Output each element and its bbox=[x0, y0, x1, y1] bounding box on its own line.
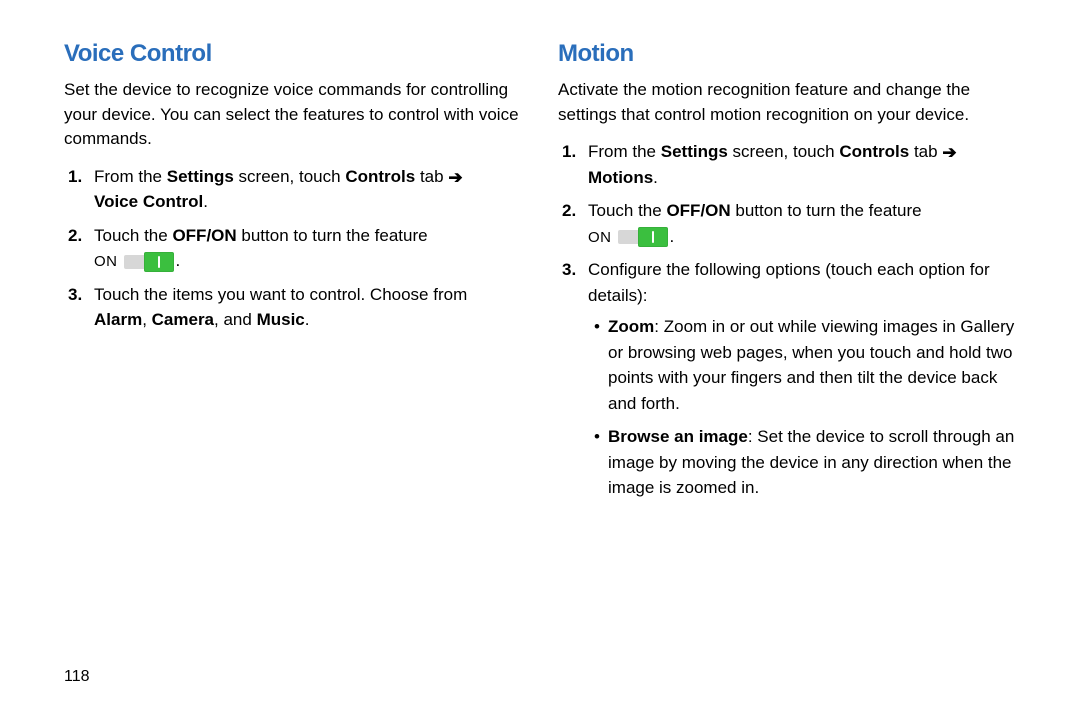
text: , and bbox=[214, 310, 257, 329]
voice-control-target-label: Voice Control bbox=[94, 192, 203, 211]
two-column-layout: Voice Control Set the device to recogniz… bbox=[64, 40, 1016, 509]
toggle-on-icon bbox=[124, 252, 174, 272]
camera-label: Camera bbox=[152, 310, 214, 329]
arrow-icon: ➔ bbox=[448, 165, 462, 191]
text: . bbox=[653, 168, 658, 187]
voice-control-steps: From the Settings screen, touch Controls… bbox=[64, 164, 522, 333]
text: . bbox=[176, 251, 181, 270]
on-text: ON bbox=[588, 229, 612, 246]
voice-control-intro: Set the device to recognize voice comman… bbox=[64, 78, 522, 152]
motion-intro: Activate the motion recognition feature … bbox=[558, 78, 1016, 127]
motion-heading: Motion bbox=[558, 40, 1016, 68]
text: button to turn the feature bbox=[237, 226, 428, 245]
motions-target-label: Motions bbox=[588, 168, 653, 187]
text: screen, touch bbox=[728, 142, 840, 161]
page-number: 118 bbox=[64, 668, 90, 686]
browse-image-label: Browse an image bbox=[608, 427, 748, 446]
alarm-label: Alarm bbox=[94, 310, 142, 329]
controls-label: Controls bbox=[839, 142, 909, 161]
offon-label: OFF/ON bbox=[666, 201, 730, 220]
voice-control-heading: Voice Control bbox=[64, 40, 522, 68]
zoom-desc: : Zoom in or out while viewing images in… bbox=[608, 317, 1014, 413]
toggle-on-icon bbox=[618, 227, 668, 247]
text: Touch the bbox=[94, 226, 172, 245]
text: . bbox=[670, 227, 675, 246]
zoom-label: Zoom bbox=[608, 317, 654, 336]
controls-label: Controls bbox=[345, 167, 415, 186]
arrow-icon: ➔ bbox=[942, 140, 956, 166]
text: . bbox=[203, 192, 208, 211]
motion-option-zoom: Zoom: Zoom in or out while viewing image… bbox=[594, 314, 1016, 416]
motion-steps: From the Settings screen, touch Controls… bbox=[558, 139, 1016, 501]
text: Touch the bbox=[588, 201, 666, 220]
text: . bbox=[305, 310, 310, 329]
left-column: Voice Control Set the device to recogniz… bbox=[64, 40, 522, 509]
music-label: Music bbox=[257, 310, 305, 329]
on-text: ON bbox=[94, 253, 118, 270]
right-column: Motion Activate the motion recognition f… bbox=[558, 40, 1016, 509]
motion-option-browse-image: Browse an image: Set the device to scrol… bbox=[594, 424, 1016, 501]
text: Touch the items you want to control. Cho… bbox=[94, 285, 467, 304]
text: From the bbox=[588, 142, 661, 161]
motion-step-3: Configure the following options (touch e… bbox=[588, 257, 1016, 501]
settings-label: Settings bbox=[167, 167, 234, 186]
voice-step-3: Touch the items you want to control. Cho… bbox=[94, 282, 522, 333]
motion-step-1: From the Settings screen, touch Controls… bbox=[588, 139, 1016, 190]
voice-step-2: Touch the OFF/ON button to turn the feat… bbox=[94, 223, 522, 274]
text: tab bbox=[415, 167, 448, 186]
voice-step-1: From the Settings screen, touch Controls… bbox=[94, 164, 522, 215]
offon-label: OFF/ON bbox=[172, 226, 236, 245]
settings-label: Settings bbox=[661, 142, 728, 161]
text: , bbox=[142, 310, 151, 329]
motion-options-list: Zoom: Zoom in or out while viewing image… bbox=[588, 314, 1016, 501]
text: Configure the following options (touch e… bbox=[588, 260, 990, 305]
text: tab bbox=[909, 142, 942, 161]
text: screen, touch bbox=[234, 167, 346, 186]
motion-step-2: Touch the OFF/ON button to turn the feat… bbox=[588, 198, 1016, 249]
text: button to turn the feature bbox=[731, 201, 922, 220]
text: From the bbox=[94, 167, 167, 186]
